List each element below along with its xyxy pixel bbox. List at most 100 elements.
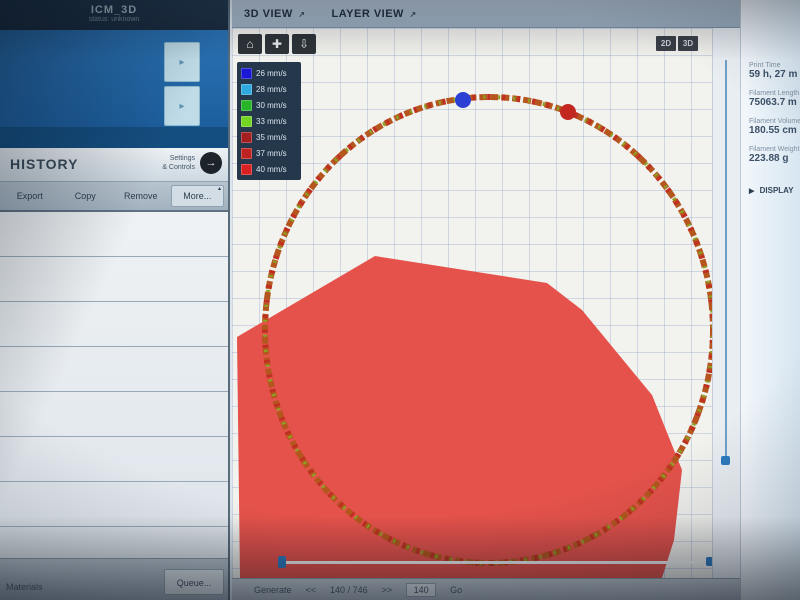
queue-button[interactable]: Queue... [164,569,224,595]
stat-print-time: Print Time 59 h, 27 m [749,62,800,80]
connect-button-bottom[interactable]: ▸ [164,86,200,126]
layer-slider-handle[interactable] [721,456,730,465]
app-title: ICM_3D [90,4,138,16]
speed-swatch [241,163,252,175]
popout-icon[interactable]: ↗ [409,9,417,19]
generate-button[interactable]: Generate [254,584,292,595]
copy-button[interactable]: Copy [74,191,96,201]
horizontal-pan-slider-track[interactable] [282,561,702,564]
tab-3d-view-label: 3D VIEW [244,7,293,20]
home-view-button[interactable]: ⌂ [238,34,262,54]
more-button-label: More... [183,191,212,201]
expand-arrow-icon: ▶ [749,188,755,195]
print-head-marker[interactable] [455,92,471,108]
speed-label: 28 mm/s [256,84,287,94]
layer-slider-gutter [712,28,740,578]
tab-3d-view[interactable]: 3D VIEW ↗ [244,8,306,20]
history-list[interactable] [0,212,228,558]
popout-icon[interactable]: ↗ [298,9,306,19]
history-row [0,302,228,347]
stat-label: Filament Length [749,90,800,97]
mode-3d-button[interactable]: 3D [678,36,698,51]
speed-legend: 26 mm/s 28 mm/s 30 mm/s 33 mm/s 35 mm/s [237,62,301,180]
print-stats-panel: Print Time 59 h, 27 m Filament Length 75… [740,0,800,600]
legend-row: 28 mm/s [241,81,297,97]
speed-label: 33 mm/s [256,116,287,126]
speed-swatch [241,131,252,143]
pan-view-button[interactable]: ✚ [265,34,289,54]
stats-panel-spacer [741,0,800,52]
display-section-label: DISPLAY [759,186,794,195]
stat-value: 75063.7 m [749,97,797,108]
layer-infill-region[interactable] [237,256,682,578]
stat-label: Filament Volume [749,118,800,125]
legend-row: 30 mm/s [241,97,297,113]
history-header-bar: HISTORY Settings & Controls → [0,148,228,182]
viewport-toolbar: ⌂ ✚ ⇩ [238,34,316,54]
settings-controls-button[interactable]: Settings & Controls → [162,152,222,174]
layer-slider-track[interactable] [725,60,727,465]
arrow-right-icon: ▸ [179,57,185,68]
history-row [0,212,228,257]
more-button[interactable]: More... ▴ [170,185,224,207]
layer-counter: 140 / 746 [330,584,368,595]
legend-row: 40 mm/s [241,161,297,177]
stat-label: Print Time [749,62,781,69]
remove-button[interactable]: Remove [123,191,158,201]
next-layer-button[interactable]: >> [381,584,393,595]
layer-viewport[interactable]: ⌂ ✚ ⇩ 2D 3D 26 mm/s [232,28,712,578]
speed-swatch [241,147,252,159]
speed-label: 40 mm/s [256,164,287,174]
layer-toolpath-canvas [237,92,712,578]
tab-layer-view-label: LAYER VIEW [331,7,404,20]
main-view-column: 3D VIEW ↗ LAYER VIEW ↗ ⌂ [232,0,740,600]
stat-value: 223.88 g [749,153,789,164]
history-action-bar: Export Copy Remove More... ▴ [0,182,228,212]
connection-status: status: unknown [88,16,140,23]
printer-connect-panel: ▸ ▸ [0,30,228,127]
tab-layer-view[interactable]: LAYER VIEW ↗ [332,8,417,20]
speed-swatch [241,99,252,111]
stat-value: 59 h, 27 m [749,69,798,80]
settings-arrow-icon[interactable]: → [200,152,222,174]
legend-row: 35 mm/s [241,129,297,145]
speed-label: 26 mm/s [256,68,287,78]
speed-label: 30 mm/s [256,100,287,110]
pan-icon: ✚ [271,37,283,51]
stat-value: 180.55 cm [749,125,797,136]
materials-link[interactable]: Materials [6,582,43,592]
export-button[interactable]: Export [16,191,43,201]
history-row [0,257,228,302]
connect-button-top[interactable]: ▸ [164,42,200,82]
settings-controls-label: Settings & Controls [162,154,195,172]
speed-label: 37 mm/s [256,148,287,158]
view-mode-toggle: 2D 3D [656,36,698,51]
left-panel-footer: Materials Queue... [0,558,228,600]
settings-line2: & Controls [162,164,195,171]
home-icon: ⌂ [246,37,254,51]
arrow-right-icon: ▸ [179,101,185,112]
mode-2d-button[interactable]: 2D [656,36,676,51]
display-section-toggle[interactable]: ▶ DISPLAY [749,186,800,195]
settings-line1: Settings [169,154,195,162]
speed-swatch [241,67,252,79]
prev-layer-button[interactable]: << [305,584,317,595]
download-button[interactable]: ⇩ [292,34,316,54]
layer-number-input[interactable]: 140 [406,582,437,597]
stat-filament-volume: Filament Volume 180.55 cm [749,118,800,136]
history-title: HISTORY [10,156,79,172]
history-row [0,482,228,527]
layer-start-marker[interactable] [560,104,576,120]
go-button[interactable]: Go [450,584,463,595]
horizontal-pan-slider-handle[interactable] [278,556,286,568]
view-tabbar: 3D VIEW ↗ LAYER VIEW ↗ [232,0,740,28]
legend-row: 33 mm/s [241,113,297,129]
history-row [0,437,228,482]
history-row [0,392,228,437]
generate-bar: Generate << 140 / 746 >> 140 Go [232,578,740,600]
collapse-arrow-icon[interactable]: ▴ [217,186,221,192]
speed-swatch [241,115,252,127]
speed-swatch [241,83,252,95]
legend-row: 26 mm/s [241,65,297,81]
